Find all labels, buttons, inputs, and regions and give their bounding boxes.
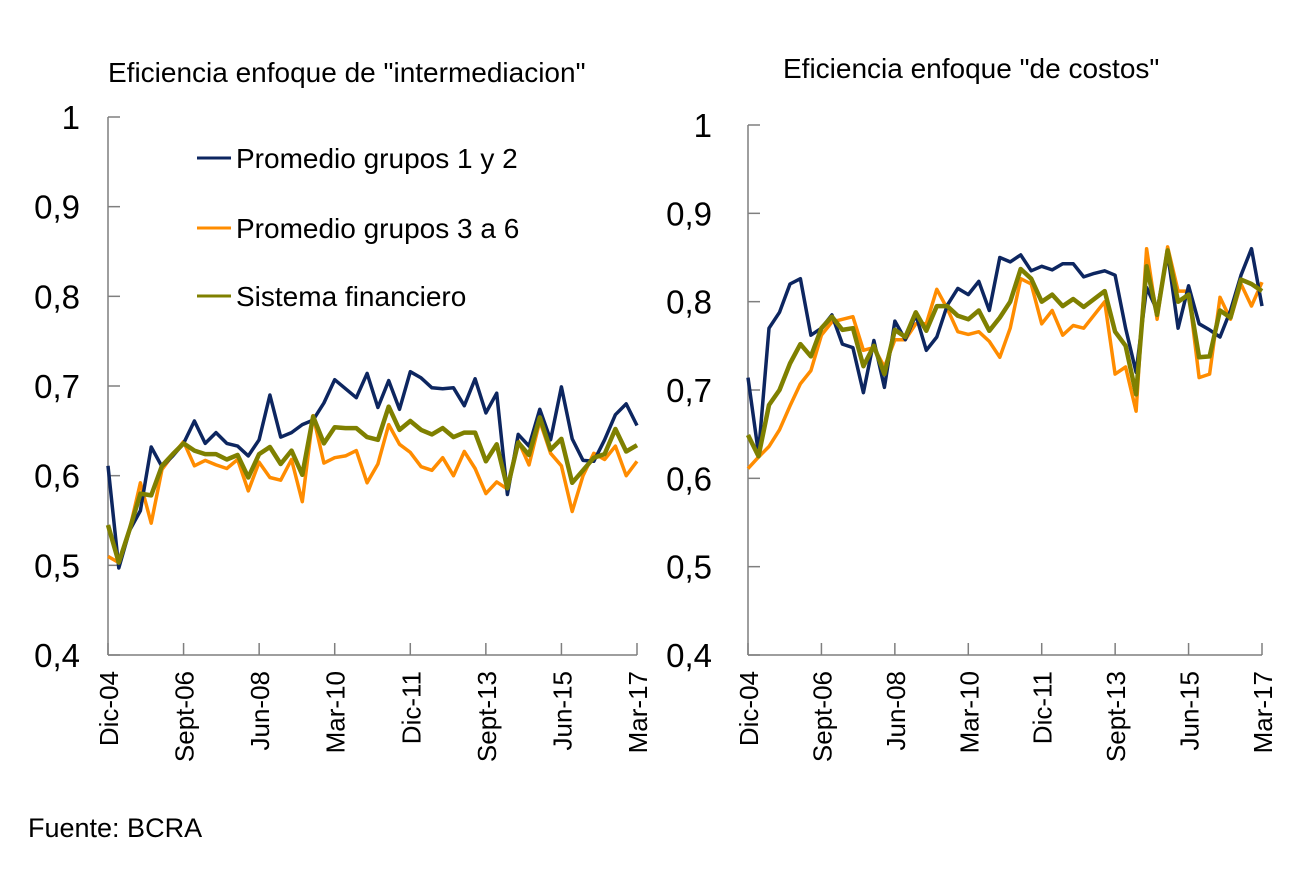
y-tick-label: 1 <box>62 99 80 136</box>
line-sistema-financiero <box>745 248 1264 459</box>
x-tick-label: Jun-08 <box>245 671 275 751</box>
x-tick-label: Dic-11 <box>1028 671 1058 744</box>
x-tick-label: Jun-08 <box>881 671 911 751</box>
x-tick-label: Jun-15 <box>1175 671 1205 751</box>
y-tick-label: 0,5 <box>34 547 80 584</box>
y-tick-label: 0,9 <box>34 189 80 226</box>
x-tick-label: Jun-15 <box>547 671 577 751</box>
y-tick-label: 0,6 <box>666 460 712 497</box>
y-axis: 1 0,9 0,8 0,7 0,6 0,5 0,4 <box>34 99 120 674</box>
x-tick-label: Mar-17 <box>623 671 653 753</box>
x-tick-label: Sept-06 <box>170 671 200 762</box>
x-tick-label: Mar-10 <box>954 671 984 753</box>
line-sistema-financiero <box>105 404 639 565</box>
line-promedio-grupos-1-y-2 <box>746 246 1264 456</box>
series-lines <box>745 245 1264 470</box>
x-tick-label: Sept-13 <box>472 671 502 762</box>
y-tick-label: 0,6 <box>34 458 80 495</box>
y-tick-label: 1 <box>694 107 712 144</box>
x-tick-label: Mar-10 <box>321 671 351 753</box>
y-tick-label: 0,8 <box>666 284 712 321</box>
chart-title: Eficiencia enfoque "de costos" <box>783 53 1159 84</box>
legend-label-sistema-financiero: Sistema financiero <box>236 281 466 312</box>
chart-intermediacion: Eficiencia enfoque de "intermediacion" 1… <box>34 57 653 762</box>
y-tick-label: 0,8 <box>34 278 80 315</box>
x-tick-label: Dic-04 <box>94 671 124 746</box>
chart-costos: Eficiencia enfoque "de costos" 1 0,9 0,8 0,… <box>666 53 1278 762</box>
x-tick-label: Dic-04 <box>734 671 764 746</box>
y-axis: 1 0,9 0,8 0,7 0,6 0,5 0,4 <box>666 107 760 674</box>
y-tick-label: 0,7 <box>666 372 712 409</box>
legend: Promedio grupos 1 y 2 Promedio grupos 3 … <box>197 143 519 312</box>
chart-title: Eficiencia enfoque de "intermediacion" <box>108 57 586 88</box>
x-tick-label: Sept-13 <box>1101 671 1131 762</box>
y-tick-label: 0,4 <box>666 637 712 674</box>
x-tick-label: Sept-06 <box>807 671 837 762</box>
series-lines <box>105 369 639 570</box>
y-tick-label: 0,5 <box>666 549 712 586</box>
y-tick-label: 0,7 <box>34 368 80 405</box>
legend-label-promedio-3-6: Promedio grupos 3 a 6 <box>236 213 519 244</box>
line-promedio-grupos-1-y-2 <box>106 369 639 570</box>
y-tick-label: 0,4 <box>34 637 80 674</box>
x-axis: Dic-04 Sept-06 Jun-08 Mar-10 Dic-11 Sept-13 Ju… <box>94 643 653 762</box>
x-axis: Dic-04 Sept-06 Jun-08 Mar-10 Dic-11 Sept-13 Ju… <box>734 643 1278 762</box>
x-tick-label: Mar-17 <box>1248 671 1278 753</box>
source-note: Fuente: BCRA <box>28 813 202 843</box>
x-tick-label: Dic-11 <box>396 671 426 744</box>
y-tick-label: 0,9 <box>666 195 712 232</box>
legend-label-promedio-1-2: Promedio grupos 1 y 2 <box>236 143 518 174</box>
line-promedio-grupos-3-a-6 <box>746 245 1264 470</box>
